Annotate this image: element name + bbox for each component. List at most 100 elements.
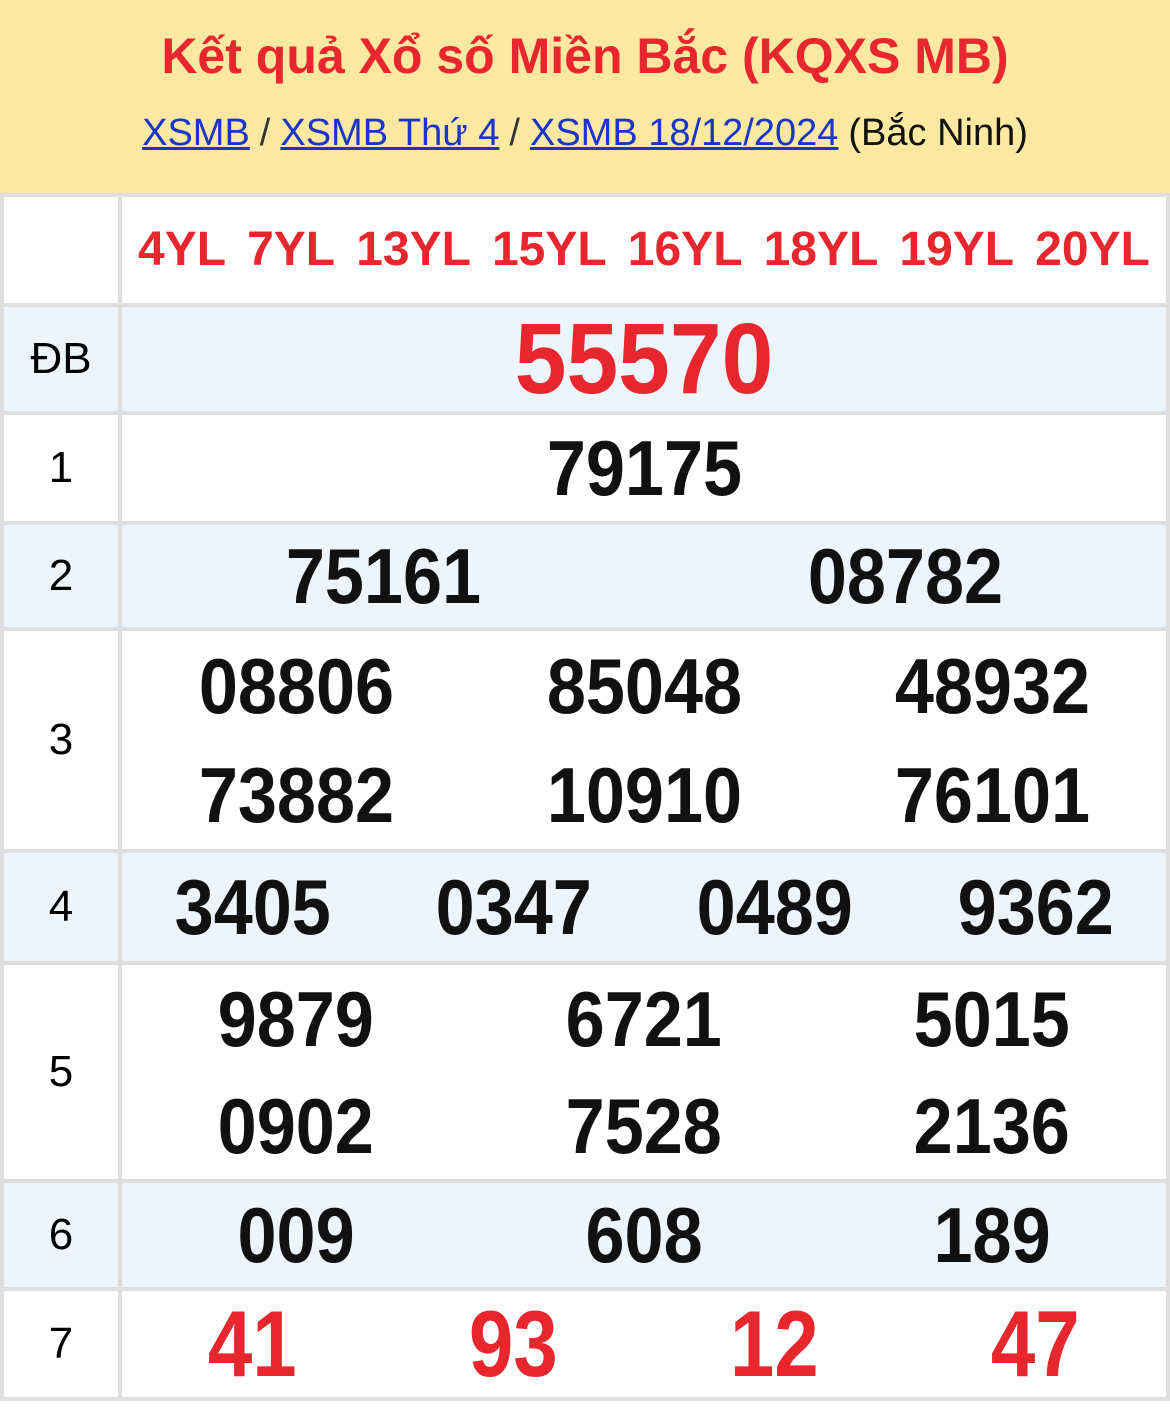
prize-column-header: 18YL [763, 223, 879, 276]
prize-row: 6 009 608 189 [4, 1183, 1166, 1287]
prize-label: 4 [4, 853, 118, 961]
prize-label: 2 [4, 525, 118, 627]
prize-number: 85048 [546, 641, 742, 730]
prize-numbers: 3405 0347 0489 9362 [122, 853, 1166, 961]
prize-number: 3405 [174, 863, 331, 951]
prize-column-header: 4YL [138, 223, 227, 276]
prize-number: 9362 [957, 863, 1114, 951]
prize-number-cell: 73882 [122, 756, 470, 834]
breadcrumb-separator: / [259, 112, 271, 154]
prize-number: 75161 [285, 532, 481, 620]
prize-number-cell: 79175 [122, 429, 1166, 507]
prize-number: 79175 [546, 424, 742, 512]
prize-number: 12 [730, 1291, 819, 1396]
prize-number-cell: 189 [818, 1196, 1166, 1274]
prize-number-cell: 10910 [470, 756, 818, 834]
prize-label: 7 [4, 1291, 118, 1397]
prize-number: 189 [933, 1191, 1051, 1279]
prize-row: 4 3405 0347 0489 9362 [4, 853, 1166, 961]
prize-number-cell: 0902 [122, 1087, 470, 1165]
breadcrumb-separator: / [509, 112, 520, 154]
prize-header-row: 4YL 7YL 13YL 15YL 16YL 18YL 19YL 20YL [4, 197, 1166, 303]
prize-number-line: 009 608 189 [122, 1183, 1166, 1287]
prize-number: 0902 [217, 1081, 375, 1170]
prize-number-cell: 3405 [122, 868, 383, 946]
prize-numbers: 79175 [122, 415, 1166, 521]
page-title: Kết quả Xổ số Miền Bắc (KQXS MB) [161, 28, 1009, 84]
prize-column-header: 15YL [491, 223, 607, 276]
prize-row: 5 9879 6721 5015 0902 7528 2136 [4, 965, 1166, 1179]
prize-numbers: 08806 85048 48932 73882 10910 76101 [122, 631, 1166, 849]
prize-number-cell: 08782 [644, 537, 1166, 615]
prize-number: 6721 [565, 974, 723, 1063]
prize-number: 76101 [894, 750, 1090, 839]
prize-number-cell: 0347 [383, 868, 644, 946]
prize-number-cell: 55570 [122, 309, 1166, 409]
prize-number-line: 08806 85048 48932 [122, 631, 1166, 740]
prize-number-line: 3405 0347 0489 9362 [122, 853, 1166, 961]
prize-row: 3 08806 85048 48932 73882 10910 76101 [4, 631, 1166, 849]
prize-number: 9879 [217, 974, 375, 1063]
results-table: 4YL 7YL 13YL 15YL 16YL 18YL 19YL 20YL ĐB 55570 1 7… [0, 193, 1170, 1401]
prize-number-cell: 7528 [470, 1087, 818, 1165]
prize-number: 55570 [514, 303, 774, 415]
prize-number: 608 [585, 1191, 703, 1279]
prize-numbers: 41 93 12 47 [122, 1291, 1166, 1397]
page-header: Kết quả Xổ số Miền Bắc (KQXS MB) XSMB / XS… [0, 0, 1170, 193]
breadcrumb-link-xsmb-date[interactable]: XSMB 18/12/2024 [529, 112, 839, 154]
prize-numbers: 55570 [122, 307, 1166, 411]
prize-number: 5015 [913, 974, 1071, 1063]
prize-number: 0489 [696, 863, 853, 951]
prize-number: 48932 [894, 641, 1090, 730]
prize-column-header: 7YL [247, 223, 336, 276]
prize-row: ĐB 55570 [4, 307, 1166, 411]
prize-column-header: 19YL [899, 223, 1015, 276]
prize-number-cell: 6721 [470, 980, 818, 1058]
breadcrumb-link-xsmb-thu-4[interactable]: XSMB Thứ 4 [280, 112, 500, 154]
prize-number-cell: 0489 [644, 868, 905, 946]
prize-number: 73882 [198, 750, 394, 839]
prize-number-line: 75161 08782 [122, 525, 1166, 627]
prize-numbers: 75161 08782 [122, 525, 1166, 627]
prize-label: 1 [4, 415, 118, 521]
prize-number-cell: 9362 [905, 868, 1166, 946]
breadcrumb-link-xsmb[interactable]: XSMB [142, 112, 250, 154]
prize-number: 08806 [198, 641, 394, 730]
prize-number: 08782 [807, 532, 1003, 620]
prize-number: 009 [237, 1191, 355, 1279]
prize-number-cell: 08806 [122, 647, 470, 725]
prize-number: 0347 [435, 863, 592, 951]
prize-number-line: 41 93 12 47 [122, 1291, 1166, 1397]
prize-number-cell: 93 [383, 1297, 644, 1391]
prize-number-cell: 2136 [818, 1087, 1166, 1165]
prize-number-cell: 009 [122, 1196, 470, 1274]
prize-number: 41 [208, 1291, 297, 1396]
prize-number-line: 73882 10910 76101 [122, 740, 1166, 849]
prize-number-cell: 12 [644, 1297, 905, 1391]
prize-number: 47 [991, 1291, 1080, 1396]
prize-row: 7 41 93 12 47 [4, 1291, 1166, 1397]
prize-row: 1 79175 [4, 415, 1166, 521]
prize-number-cell: 41 [122, 1297, 383, 1391]
prize-number-line: 0902 7528 2136 [122, 1072, 1166, 1179]
prize-label-empty [4, 197, 118, 303]
prize-number-cell: 76101 [818, 756, 1166, 834]
prize-numbers: 9879 6721 5015 0902 7528 2136 [122, 965, 1166, 1179]
prize-number-cell: 75161 [122, 537, 644, 615]
prize-numbers: 009 608 189 [122, 1183, 1166, 1287]
prize-number-line: 55570 [122, 307, 1166, 411]
prize-number-line: 9879 6721 5015 [122, 965, 1166, 1072]
prize-number-cell: 5015 [818, 980, 1166, 1058]
prize-column-header: 16YL [627, 223, 743, 276]
prize-number: 93 [469, 1291, 558, 1396]
prize-number-line: 79175 [122, 415, 1166, 521]
breadcrumb: XSMB / XSMB Thứ 4/XSMB 18/12/2024 (Bắc Ninh… [0, 111, 1170, 157]
prize-label: 5 [4, 965, 118, 1179]
breadcrumb-region: (Bắc Ninh) [848, 112, 1028, 154]
prize-column-header: 13YL [356, 223, 471, 276]
prize-row: 2 75161 08782 [4, 525, 1166, 627]
column-headers-line: 4YL 7YL 13YL 15YL 16YL 18YL 19YL 20YL [122, 197, 1166, 303]
prize-label: ĐB [4, 307, 118, 411]
prize-number-cell: 608 [470, 1196, 818, 1274]
prize-number: 10910 [546, 750, 742, 839]
